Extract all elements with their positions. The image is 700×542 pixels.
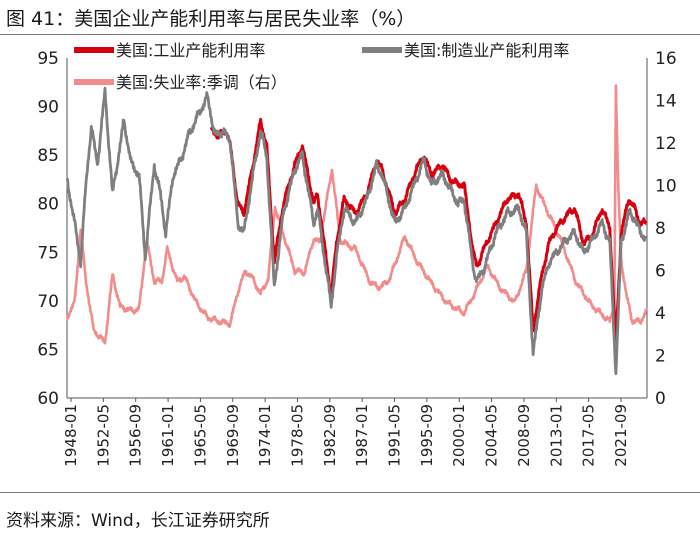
y-tick-label: 95 xyxy=(37,49,59,69)
figure-title: 图 41：美国企业产能利用率与居民失业率（%） xyxy=(6,8,416,30)
industrial-utilization-line xyxy=(209,117,648,343)
legend-manufacturing: 美国:制造业产能利用率 xyxy=(362,41,569,60)
y2-tick-label: 16 xyxy=(655,49,677,69)
y-tick-label: 90 xyxy=(37,98,59,118)
y-tick-label: 80 xyxy=(37,195,59,215)
x-tick-label: 1969-09 xyxy=(224,404,242,467)
y-tick-label: 70 xyxy=(37,292,59,312)
x-tick-label: 2013-01 xyxy=(547,404,565,467)
y2-tick-label: 4 xyxy=(655,304,666,324)
y2-tick-label: 14 xyxy=(655,92,677,112)
x-tick-label: 2008-09 xyxy=(515,404,533,467)
x-tick-label: 1961-01 xyxy=(159,404,177,467)
x-tick-label: 1995-09 xyxy=(418,404,436,467)
x-tick-label: 1982-09 xyxy=(321,404,339,467)
y2-tick-label: 8 xyxy=(655,219,666,239)
chart: 95 90 85 80 75 70 65 60 16 14 12 10 8 6 4 2 0 1948-01 1952… xyxy=(37,41,677,467)
x-tick-label: 1965-05 xyxy=(191,404,209,467)
y2-tick-label: 6 xyxy=(655,262,666,282)
legend-label: 美国:失业率:季调（右） xyxy=(116,73,287,92)
y-tick-label: 85 xyxy=(37,146,59,166)
manufacturing-utilization-line xyxy=(65,86,647,376)
y2-tick-label: 2 xyxy=(655,347,666,367)
x-tick-label: 2000-01 xyxy=(450,404,468,467)
source-note: 资料来源：Wind，长江证券研究所 xyxy=(6,511,270,531)
y2-tick-label: 0 xyxy=(655,389,666,409)
x-tick-label: 1948-01 xyxy=(62,404,80,467)
x-tick-label: 1978-05 xyxy=(288,404,306,467)
x-tick-label: 1991-05 xyxy=(386,404,404,467)
top-divider xyxy=(0,34,700,35)
legend-unemployment: 美国:失业率:季调（右） xyxy=(74,73,287,92)
x-tick-label: 1952-05 xyxy=(94,404,112,467)
unemployment-line xyxy=(65,84,649,345)
y2-tick-label: 12 xyxy=(655,134,677,154)
y-tick-label: 75 xyxy=(37,243,59,263)
y2-tick-label: 10 xyxy=(655,177,677,197)
x-tick-label: 1956-09 xyxy=(127,404,145,467)
x-tick-label: 2021-09 xyxy=(612,404,630,467)
x-tick-label: 1974-01 xyxy=(256,404,274,467)
legend-industrial: 美国:工业产能利用率 xyxy=(74,41,265,60)
x-tick-label: 2017-05 xyxy=(580,404,598,467)
legend-label: 美国:制造业产能利用率 xyxy=(404,41,569,60)
legend-label: 美国:工业产能利用率 xyxy=(116,41,265,60)
x-tick-label: 1987-01 xyxy=(353,404,371,467)
x-tick-label: 2004-05 xyxy=(483,404,501,467)
y-tick-label: 65 xyxy=(37,340,59,360)
bottom-divider xyxy=(0,492,700,493)
y-tick-label: 60 xyxy=(37,389,59,409)
